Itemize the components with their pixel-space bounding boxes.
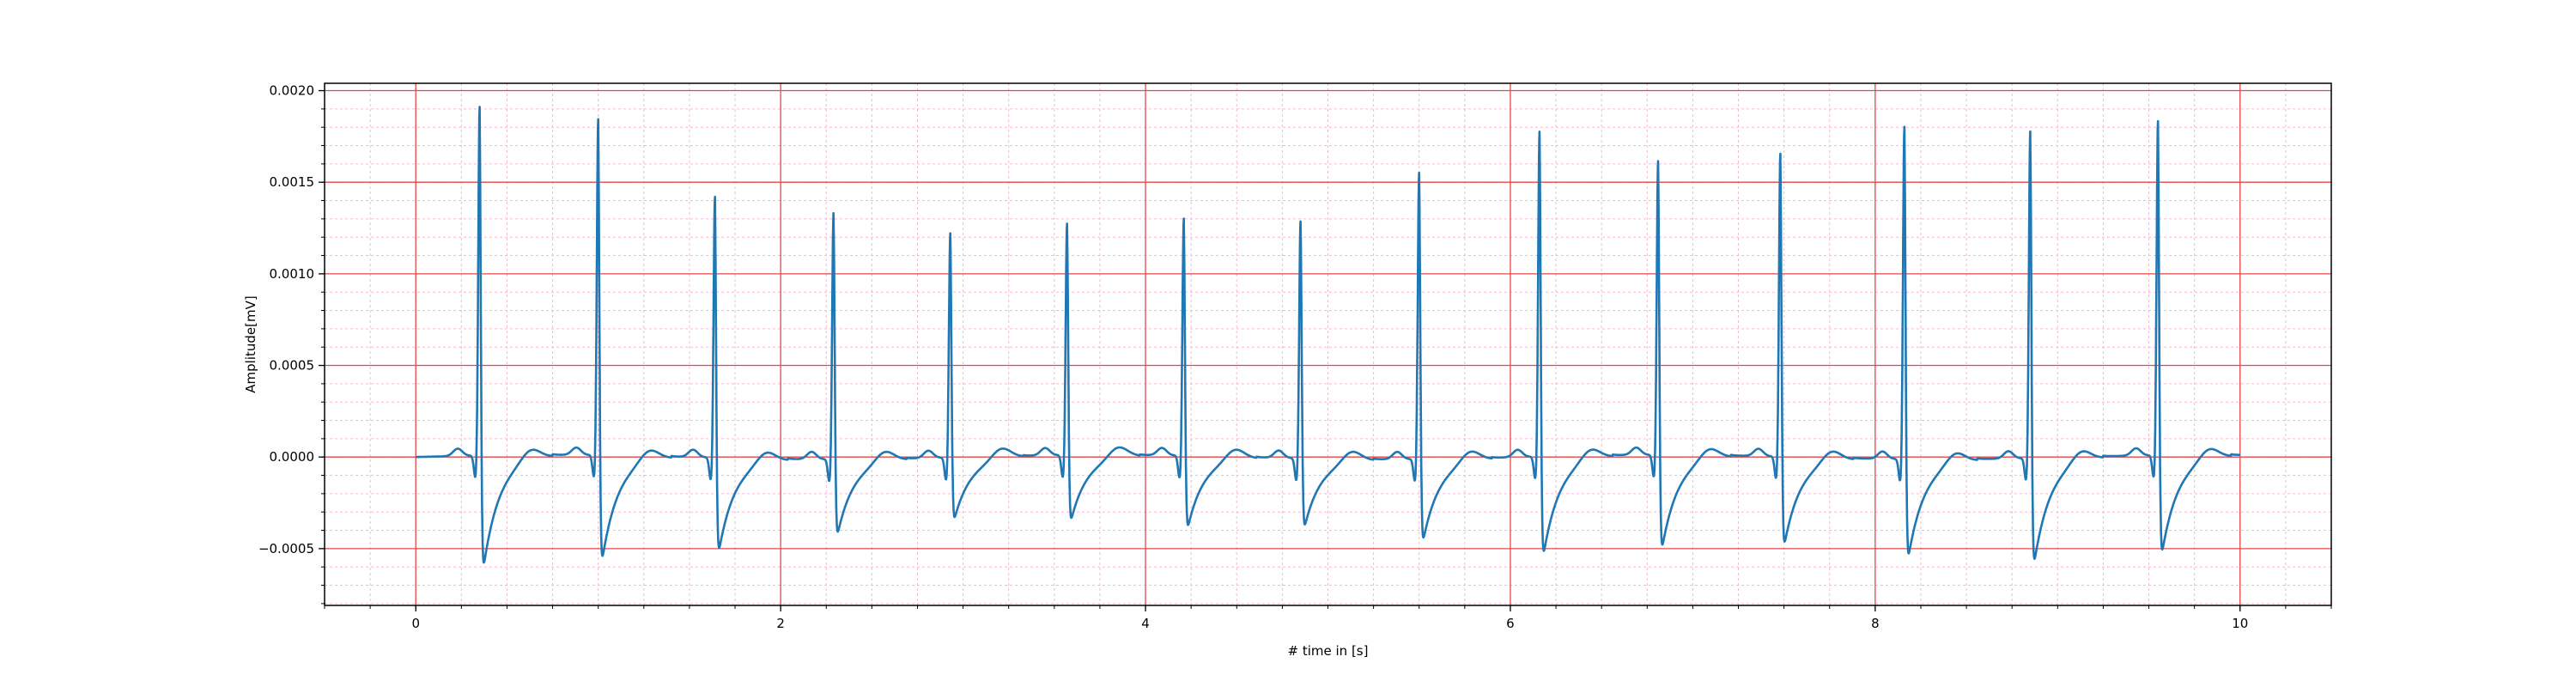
y-tick-label: 0.0000 — [270, 449, 315, 465]
x-tick-label: 8 — [1871, 616, 1880, 631]
x-tick-label: 4 — [1141, 616, 1150, 631]
x-tick-label: 10 — [2232, 616, 2248, 631]
y-axis-ticks: −0.0005 0.0000 0.0005 0.0010 0.0015 0.0020 — [258, 83, 325, 605]
x-axis-label: # time in [s] — [1288, 643, 1369, 659]
y-tick-label: −0.0005 — [258, 541, 314, 556]
y-tick-label: 0.0015 — [270, 174, 315, 190]
x-tick-label: 6 — [1506, 616, 1515, 631]
minor-grid — [324, 83, 2332, 605]
y-tick-label: 0.0005 — [270, 358, 315, 374]
y-axis-label: Amplitude[mV] — [243, 295, 258, 392]
y-tick-label: 0.0010 — [270, 266, 315, 282]
y-tick-label: 0.0020 — [270, 83, 315, 99]
ecg-series-line — [415, 106, 2241, 564]
x-axis-ticks: 0 2 4 6 8 10 — [324, 605, 2332, 631]
x-tick-label: 2 — [776, 616, 785, 631]
major-grid — [325, 83, 2331, 605]
x-tick-label: 0 — [411, 616, 420, 631]
